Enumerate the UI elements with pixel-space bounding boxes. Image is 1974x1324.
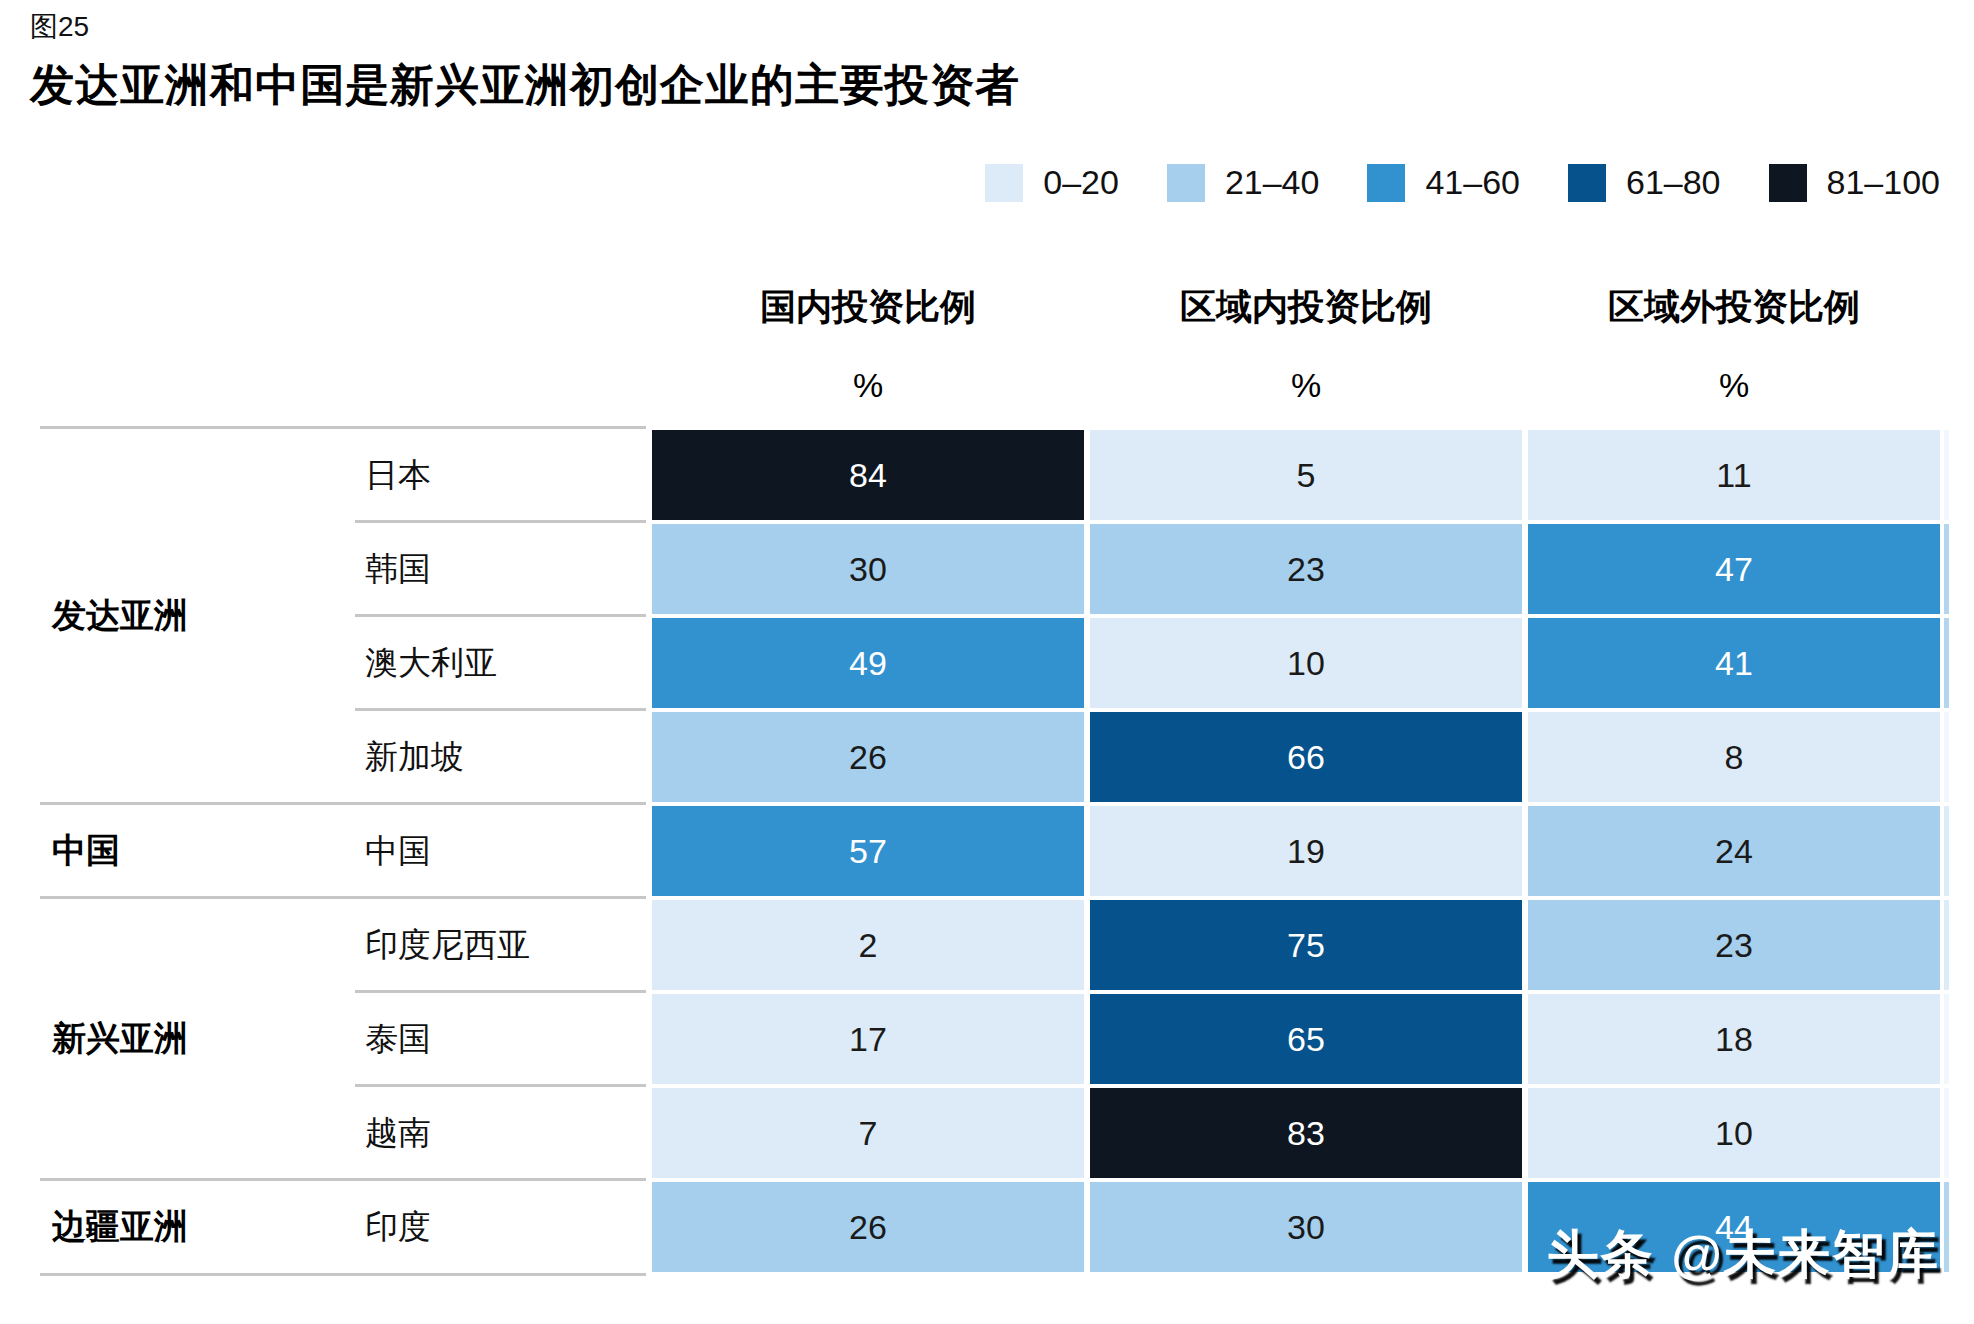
heat-cell-extra-regional: 47 xyxy=(1528,524,1940,614)
table-row-korea: 韩国 30 23 47 xyxy=(30,524,1940,614)
table-row-singapore: 新加坡 26 66 8 xyxy=(30,712,1940,802)
legend-swatch-81-100 xyxy=(1769,164,1807,202)
legend-label: 41–60 xyxy=(1425,163,1520,202)
table-row-indonesia: 印度尼西亚 2 75 23 xyxy=(30,900,1940,990)
heat-cell-domestic: 17 xyxy=(652,994,1084,1084)
heat-cell-extra-regional: 23 xyxy=(1528,900,1940,990)
divider-line xyxy=(40,896,646,899)
heat-cell-intra-regional: 19 xyxy=(1090,806,1522,896)
heat-cell-intra-regional: 10 xyxy=(1090,618,1522,708)
legend-swatch-21-40 xyxy=(1167,164,1205,202)
heat-cell-intra-regional: 66 xyxy=(1090,712,1522,802)
chart-title: 发达亚洲和中国是新兴亚洲初创企业的主要投资者 xyxy=(30,56,1020,115)
table-row-australia: 澳大利亚 49 10 41 xyxy=(30,618,1940,708)
heat-cell-extra-regional: 41 xyxy=(1528,618,1940,708)
legend-label: 21–40 xyxy=(1225,163,1320,202)
heat-cell-domestic: 26 xyxy=(652,1182,1084,1272)
divider-line xyxy=(355,520,646,523)
legend-item-81-100: 81–100 xyxy=(1769,163,1940,202)
table-row-china: 中国 57 19 24 xyxy=(30,806,1940,896)
heat-cell-intra-regional: 75 xyxy=(1090,900,1522,990)
heat-cell-domestic: 30 xyxy=(652,524,1084,614)
table-row-japan: 日本 84 5 11 xyxy=(30,430,1940,520)
country-label: 印度尼西亚 xyxy=(365,900,530,990)
heat-cell-intra-regional: 65 xyxy=(1090,994,1522,1084)
divider-line xyxy=(355,614,646,617)
legend-swatch-0-20 xyxy=(985,164,1023,202)
column-unit: % xyxy=(652,366,1084,405)
heat-cell-extra-regional: 24 xyxy=(1528,806,1940,896)
legend-item-61-80: 61–80 xyxy=(1568,163,1721,202)
country-label: 中国 xyxy=(365,806,431,896)
country-label: 印度 xyxy=(365,1182,431,1272)
heat-cell-intra-regional: 83 xyxy=(1090,1088,1522,1178)
heat-cell-intra-regional: 23 xyxy=(1090,524,1522,614)
heat-cell-extra-regional: 11 xyxy=(1528,430,1940,520)
divider-line xyxy=(355,990,646,993)
legend-swatch-61-80 xyxy=(1568,164,1606,202)
watermark: 头条 @未来智库 xyxy=(1330,1220,1940,1290)
legend-item-21-40: 21–40 xyxy=(1167,163,1320,202)
heatmap-table: 发达亚洲 中国 新兴亚洲 边疆亚洲 日本 84 5 11 韩国 30 23 47… xyxy=(30,430,1940,1276)
table-row-vietnam: 越南 7 83 10 xyxy=(30,1088,1940,1178)
divider-line xyxy=(40,802,646,805)
divider-line xyxy=(40,1273,646,1276)
divider-line xyxy=(355,708,646,711)
divider-line xyxy=(40,426,646,429)
column-header-domestic: 国内投资比例 xyxy=(652,283,1084,332)
country-label: 新加坡 xyxy=(365,712,464,802)
legend-label: 61–80 xyxy=(1626,163,1721,202)
country-label: 越南 xyxy=(365,1088,431,1178)
legend-label: 0–20 xyxy=(1043,163,1119,202)
legend-label: 81–100 xyxy=(1827,163,1940,202)
column-header-extra-regional: 区域外投资比例 xyxy=(1528,283,1940,332)
color-legend: 0–20 21–40 41–60 61–80 81–100 xyxy=(985,163,1940,202)
country-label: 澳大利亚 xyxy=(365,618,497,708)
divider-line xyxy=(40,1178,646,1181)
heat-cell-domestic: 7 xyxy=(652,1088,1084,1178)
country-label: 泰国 xyxy=(365,994,431,1084)
heat-cell-intra-regional: 5 xyxy=(1090,430,1522,520)
heat-cell-domestic: 84 xyxy=(652,430,1084,520)
column-unit: % xyxy=(1528,366,1940,405)
column-header-intra-regional: 区域内投资比例 xyxy=(1090,283,1522,332)
legend-item-0-20: 0–20 xyxy=(985,163,1119,202)
heat-cell-extra-regional: 8 xyxy=(1528,712,1940,802)
legend-swatch-41-60 xyxy=(1367,164,1405,202)
table-row-thailand: 泰国 17 65 18 xyxy=(30,994,1940,1084)
heat-cell-domestic: 49 xyxy=(652,618,1084,708)
legend-item-41-60: 41–60 xyxy=(1367,163,1520,202)
heat-cell-extra-regional: 10 xyxy=(1528,1088,1940,1178)
heat-cell-domestic: 57 xyxy=(652,806,1084,896)
divider-line xyxy=(355,1084,646,1087)
country-label: 韩国 xyxy=(365,524,431,614)
figure-number: 图25 xyxy=(30,8,89,46)
heat-cell-domestic: 2 xyxy=(652,900,1084,990)
heat-cell-extra-regional: 18 xyxy=(1528,994,1940,1084)
heat-cell-domestic: 26 xyxy=(652,712,1084,802)
column-unit: % xyxy=(1090,366,1522,405)
country-label: 日本 xyxy=(365,430,431,520)
